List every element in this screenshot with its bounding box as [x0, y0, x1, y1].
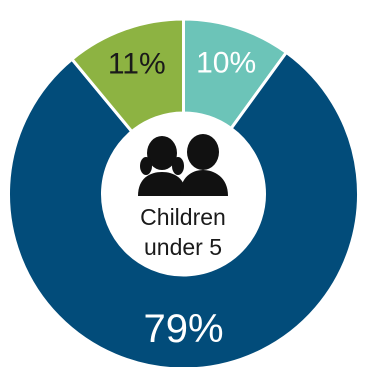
center-label-line-1: Children: [140, 204, 226, 230]
slice-labels: 10% 79% 11%: [108, 46, 256, 351]
two-children-silhouette-icon: [138, 134, 228, 196]
slice-label-1: 10%: [196, 46, 256, 79]
slice-label-3: 11%: [108, 48, 166, 81]
center-label-line-2: under 5: [143, 234, 222, 260]
slice-label-2: 79%: [143, 307, 223, 351]
